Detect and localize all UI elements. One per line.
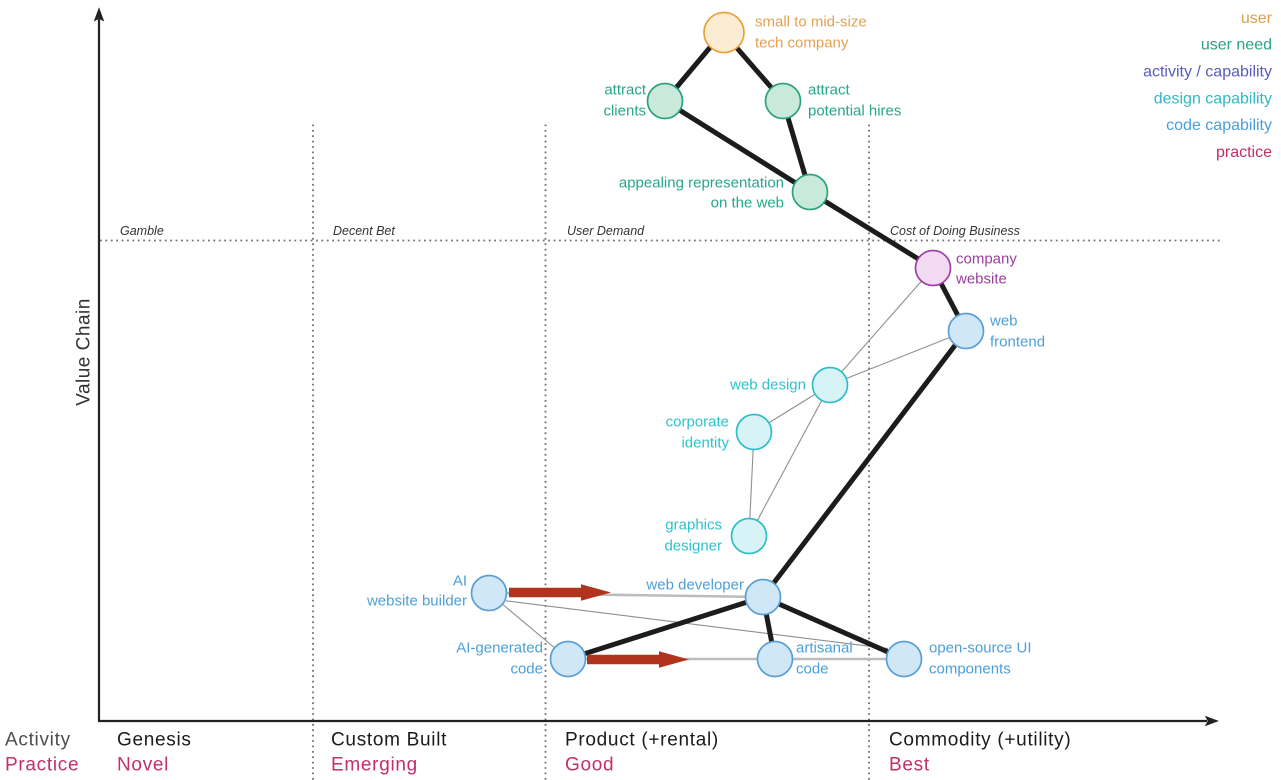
svg-text:website: website — [955, 271, 1007, 288]
svg-text:web developer: web developer — [645, 577, 744, 594]
svg-text:web design: web design — [729, 377, 806, 394]
svg-text:User Demand: User Demand — [567, 224, 645, 238]
svg-text:Value Chain: Value Chain — [74, 298, 95, 406]
svg-text:Genesis: Genesis — [117, 730, 192, 751]
svg-text:Emerging: Emerging — [331, 755, 418, 776]
svg-text:Decent Bet: Decent Bet — [333, 224, 395, 238]
svg-text:corporate: corporate — [666, 414, 729, 431]
svg-text:graphics: graphics — [665, 517, 722, 534]
svg-text:identity: identity — [681, 435, 729, 452]
svg-text:Activity: Activity — [5, 730, 71, 751]
svg-text:attract: attract — [808, 82, 851, 99]
svg-text:Good: Good — [565, 755, 614, 776]
svg-text:website builder: website builder — [366, 593, 467, 610]
svg-text:on the web: on the web — [711, 195, 784, 212]
svg-text:Custom Built: Custom Built — [331, 730, 447, 751]
svg-text:web: web — [989, 313, 1018, 330]
svg-text:artisanal: artisanal — [796, 640, 853, 657]
svg-text:small to mid-size: small to mid-size — [755, 14, 867, 31]
svg-text:Commodity (+utility): Commodity (+utility) — [889, 730, 1071, 751]
svg-text:design capability: design capability — [1154, 90, 1272, 107]
svg-text:Practice: Practice — [5, 755, 79, 776]
svg-text:frontend: frontend — [990, 334, 1045, 351]
svg-text:code capability: code capability — [1166, 117, 1272, 134]
svg-text:Gamble: Gamble — [120, 224, 164, 238]
svg-text:tech company: tech company — [755, 35, 849, 52]
svg-text:clients: clients — [603, 103, 646, 120]
svg-text:code: code — [796, 661, 829, 678]
svg-text:AI-generated: AI-generated — [456, 640, 543, 657]
svg-text:activity / capability: activity / capability — [1143, 64, 1272, 81]
svg-text:Product (+rental): Product (+rental) — [565, 730, 719, 751]
svg-text:Cost of Doing Business: Cost of Doing Business — [890, 224, 1020, 238]
svg-text:code: code — [510, 661, 543, 678]
svg-text:AI: AI — [453, 573, 467, 590]
svg-text:practice: practice — [1216, 144, 1272, 161]
svg-text:Best: Best — [889, 755, 930, 776]
svg-text:designer: designer — [664, 538, 722, 555]
svg-text:company: company — [956, 251, 1017, 268]
svg-text:open-source UI: open-source UI — [929, 640, 1032, 657]
svg-text:user: user — [1241, 10, 1273, 27]
svg-text:user need: user need — [1201, 37, 1272, 54]
svg-text:attract: attract — [604, 82, 647, 99]
svg-text:potential hires: potential hires — [808, 103, 901, 120]
svg-text:Novel: Novel — [117, 755, 169, 776]
svg-text:components: components — [929, 661, 1011, 678]
svg-text:appealing representation: appealing representation — [619, 175, 784, 192]
